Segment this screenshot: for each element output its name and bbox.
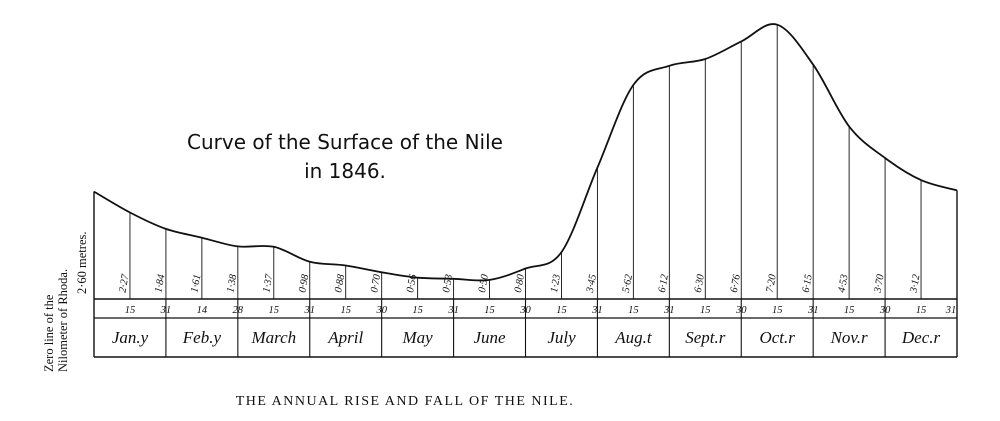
day-tick-label: 15 xyxy=(700,305,711,316)
value-label: 0·50 xyxy=(477,273,491,294)
chart-marks: 2·27151·84311·61141·38281·37150·98310·88… xyxy=(112,24,957,357)
value-label: 1·23 xyxy=(549,274,563,294)
day-tick-label: 15 xyxy=(772,305,783,316)
baseline-label: 2·60 metres. xyxy=(75,232,89,294)
y-axis-label-line1: Zero line of the xyxy=(42,294,56,372)
value-label: 0·88 xyxy=(333,273,347,294)
chart-subtitle: in 1846. xyxy=(304,159,386,183)
chart-caption: THE ANNUAL RISE AND FALL OF THE NILE. xyxy=(236,394,575,409)
value-label: 5·62 xyxy=(621,273,635,294)
day-tick-label: 15 xyxy=(412,305,423,316)
month-label: May xyxy=(401,328,433,347)
day-tick-label: 15 xyxy=(125,305,136,316)
value-label: 6·76 xyxy=(729,273,743,294)
value-label: 1·38 xyxy=(225,273,239,294)
day-tick-label: 15 xyxy=(484,305,495,316)
value-label: 6·30 xyxy=(693,273,707,294)
value-label: 1·37 xyxy=(261,273,275,294)
value-label: 0·56 xyxy=(405,273,419,294)
chart-title: Curve of the Surface of the Nile xyxy=(187,130,503,154)
value-label: 3·70 xyxy=(872,273,886,295)
month-label: Oct.r xyxy=(759,328,795,347)
day-tick-label: 15 xyxy=(340,305,351,316)
day-tick-label: 15 xyxy=(269,305,280,316)
value-label: 1·84 xyxy=(153,273,167,294)
value-label: 3·12 xyxy=(908,273,922,295)
month-label: April xyxy=(327,328,363,347)
month-label: July xyxy=(547,328,576,347)
month-label: Nov.r xyxy=(830,328,868,347)
month-label: June xyxy=(473,328,506,347)
value-label: 0·53 xyxy=(441,274,455,294)
value-label: 0·80 xyxy=(513,273,527,294)
value-label: 0·98 xyxy=(297,273,311,294)
day-tick-label: 14 xyxy=(197,305,208,316)
month-label: March xyxy=(250,328,296,347)
value-label: 4·53 xyxy=(837,274,851,294)
month-label: Jan.y xyxy=(112,328,149,347)
day-tick-label: 15 xyxy=(556,305,567,316)
month-label: Feb.y xyxy=(182,328,222,347)
value-label: 2·27 xyxy=(118,273,132,294)
value-label: 7·20 xyxy=(765,273,779,294)
day-tick-label: 31 xyxy=(945,305,957,316)
value-label: 6·15 xyxy=(801,274,815,294)
day-tick-label: 15 xyxy=(628,305,639,316)
day-tick-label: 15 xyxy=(916,305,927,316)
day-tick-label: 15 xyxy=(844,305,855,316)
value-label: 1·61 xyxy=(189,274,203,294)
month-label: Aug.t xyxy=(614,328,653,347)
value-label: 6·12 xyxy=(657,273,671,294)
value-label: 3·45 xyxy=(585,274,599,295)
y-axis-label-line2: Nilometer of Rhoda. xyxy=(56,269,70,372)
value-label: 0·70 xyxy=(369,273,383,294)
month-label: Dec.r xyxy=(901,328,941,347)
month-label: Sept.r xyxy=(685,328,726,347)
